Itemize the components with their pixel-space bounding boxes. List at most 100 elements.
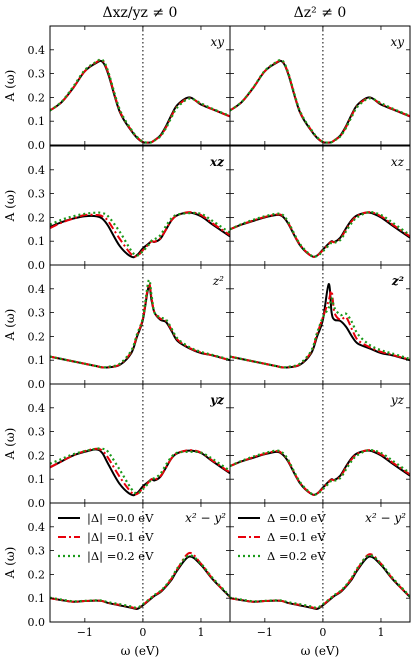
- y-tick-label: 0.4: [28, 44, 46, 57]
- y-tick-label: 0.4: [28, 164, 46, 177]
- y-tick-label: 0.2: [28, 91, 46, 104]
- legend-entry-2: Δ =0.2 eV: [267, 549, 326, 563]
- y-tick-label: 0.0: [28, 378, 46, 391]
- panel-frame: [229, 25, 411, 146]
- y-tick-label: 0.2: [28, 568, 46, 581]
- panel-r4-c0: −1 0 10.00.10.20.30.4A (ω)|Δ| =0.0 eV|Δ| =…: [3, 502, 231, 639]
- series-group: [50, 447, 230, 497]
- series-group: [50, 58, 230, 144]
- panel-r0-c1: xy: [229, 25, 411, 146]
- x-axis-label-left: ω (eV): [121, 644, 160, 658]
- orbital-label: x² − y²: [365, 511, 406, 525]
- series-group: [50, 211, 230, 259]
- orbital-label: xz: [209, 155, 225, 169]
- series-line-2: [230, 211, 410, 258]
- y-tick-label: 0.2: [28, 449, 46, 462]
- orbital-label: x² − y²: [185, 511, 226, 525]
- y-tick-label: 0.0: [28, 497, 46, 510]
- series-line-0: [230, 449, 410, 496]
- column-title-left: Δxz/yz ≠ 0: [103, 5, 178, 21]
- column-title-right: Δz² ≠ 0: [294, 5, 347, 21]
- y-tick-label: 0.1: [28, 235, 46, 248]
- panel-r1-c0: 0.0 0.1 0.2 0.3 0.4 A (ω) xz: [3, 145, 231, 272]
- orbital-label: z²: [391, 274, 404, 288]
- orbital-label: xy: [390, 35, 404, 49]
- legend-entry-0: |Δ| =0.0 eV: [87, 511, 154, 526]
- series-line-2: [50, 211, 230, 257]
- series-line-1: [50, 211, 230, 258]
- series-group: [50, 278, 230, 369]
- series-line-0: [230, 59, 410, 144]
- series-group: [230, 553, 410, 610]
- legend-entry-1: Δ =0.1 eV: [267, 530, 326, 544]
- y-tick-label: 0.4: [28, 283, 46, 296]
- panel-frame: [229, 145, 411, 266]
- y-tick-label: 0.1: [28, 473, 46, 486]
- x-tick-label: −1: [257, 626, 273, 639]
- y-axis-label: A (ω): [3, 309, 17, 342]
- orbital-label: xy: [210, 35, 224, 49]
- series-line-2: [230, 297, 410, 369]
- y-tick-label: 0.2: [28, 330, 46, 343]
- panel-grid: 0.0 0.1 0.2 0.3 0.4 A (ω) xy xy 0.0 0.1 0.2 0.3 0.4 A…: [3, 25, 411, 639]
- panel-frame: [49, 145, 231, 266]
- series-line-1: [230, 449, 410, 496]
- x-tick-label: 0: [319, 626, 326, 639]
- y-axis-label: A (ω): [3, 70, 17, 103]
- panel-r4-c1: −1 0 1 Δ =0.0 eV Δ =0.1 eV Δ =0.2 eV x² − y²: [229, 502, 411, 639]
- y-tick-label: 0.3: [28, 188, 46, 201]
- panel-r2-c0: 0.0 0.1 0.2 0.3 0.4 A (ω) z²: [3, 264, 231, 391]
- y-tick-label: 0.4: [28, 521, 46, 534]
- panel-frame: [229, 502, 411, 623]
- series-line-1: [50, 58, 230, 144]
- x-tick-label: 1: [197, 626, 204, 639]
- legend-entry-1: |Δ| =0.1 eV: [87, 530, 154, 545]
- series-group: [50, 551, 230, 610]
- panel-r1-c1: xz: [229, 145, 411, 266]
- series-group: [230, 283, 410, 369]
- legend-entry-0: Δ =0.0 eV: [267, 511, 326, 525]
- series-line-2: [50, 278, 230, 369]
- series-line-1: [230, 289, 410, 369]
- y-axis-label: A (ω): [3, 190, 17, 223]
- series-group: [230, 211, 410, 258]
- y-tick-label: 0.3: [28, 426, 46, 439]
- panel-r2-c1: z²: [229, 264, 411, 385]
- series-line-2: [50, 554, 230, 609]
- x-tick-label: −1: [77, 626, 93, 639]
- legend: Δ =0.0 eV Δ =0.1 eV Δ =0.2 eV: [238, 511, 326, 563]
- series-line-2: [230, 449, 410, 496]
- y-tick-label: 0.0: [28, 139, 46, 152]
- x-tick-label: 0: [139, 626, 146, 639]
- series-line-2: [230, 58, 410, 144]
- y-tick-label: 0.0: [28, 259, 46, 272]
- y-tick-label: 0.3: [28, 307, 46, 320]
- panel-r0-c0: 0.0 0.1 0.2 0.3 0.4 A (ω) xy: [3, 25, 231, 152]
- panel-frame: [229, 383, 411, 504]
- orbital-label: z²: [212, 274, 224, 288]
- y-tick-label: 0.3: [28, 68, 46, 81]
- orbital-label: xz: [391, 155, 405, 169]
- series-group: [230, 449, 410, 496]
- legend: |Δ| =0.0 eV |Δ| =0.1 eV |Δ| =0.2 eV: [58, 511, 154, 564]
- legend-entry-2: |Δ| =0.2 eV: [87, 549, 154, 564]
- series-line-1: [230, 59, 410, 144]
- series-line-0: [50, 59, 230, 144]
- orbital-label: yz: [390, 393, 405, 407]
- y-tick-label: 0.1: [28, 354, 46, 367]
- orbital-label: yz: [209, 393, 225, 407]
- series-line-0: [50, 448, 230, 497]
- y-tick-label: 0.2: [28, 211, 46, 224]
- series-line-2: [230, 554, 410, 609]
- x-tick-label: 1: [377, 626, 384, 639]
- panel-r3-c1: yz: [229, 383, 411, 504]
- y-axis-label: A (ω): [3, 547, 17, 580]
- series-group: [230, 58, 410, 144]
- y-tick-label: 0.3: [28, 545, 46, 558]
- y-tick-label: 0.1: [28, 115, 46, 128]
- x-axis-label-right: ω (eV): [301, 644, 340, 658]
- panel-frame: [49, 383, 231, 504]
- series-line-0: [50, 211, 230, 259]
- series-line-2: [50, 58, 230, 144]
